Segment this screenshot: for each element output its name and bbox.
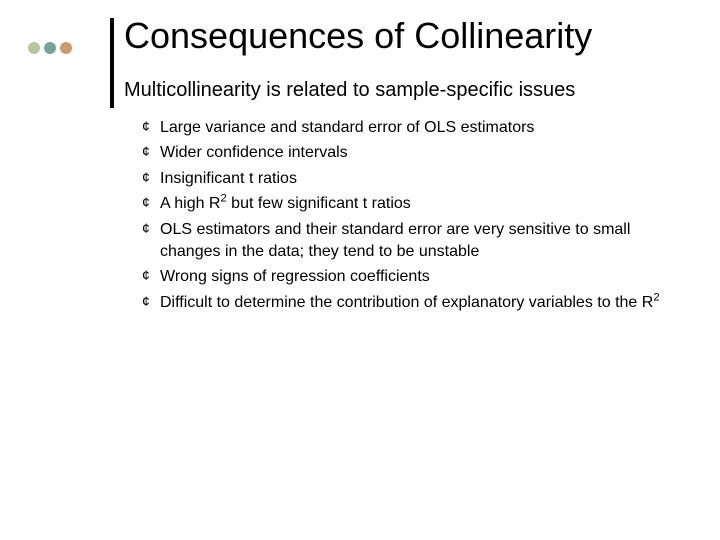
list-item: A high R2 but few significant t ratios xyxy=(142,193,680,215)
decor-dots xyxy=(28,42,76,54)
dot-icon xyxy=(60,42,72,54)
list-item: Wrong signs of regression coefficients xyxy=(142,266,680,288)
vertical-divider xyxy=(110,18,114,108)
dot-icon xyxy=(28,42,40,54)
list-item: Insignificant t ratios xyxy=(142,168,680,190)
slide: Consequences of Collinearity Multicollin… xyxy=(0,0,720,540)
list-item: Difficult to determine the contribution … xyxy=(142,292,680,314)
content-area: Consequences of Collinearity Multicollin… xyxy=(124,16,680,317)
dot-icon xyxy=(44,42,56,54)
slide-title: Consequences of Collinearity xyxy=(124,16,680,56)
list-item: Wider confidence intervals xyxy=(142,142,680,164)
list-item: OLS estimators and their standard error … xyxy=(142,219,680,262)
list-item: Large variance and standard error of OLS… xyxy=(142,117,680,139)
bullet-list: Large variance and standard error of OLS… xyxy=(124,117,680,314)
slide-subheading: Multicollinearity is related to sample-s… xyxy=(124,78,680,103)
